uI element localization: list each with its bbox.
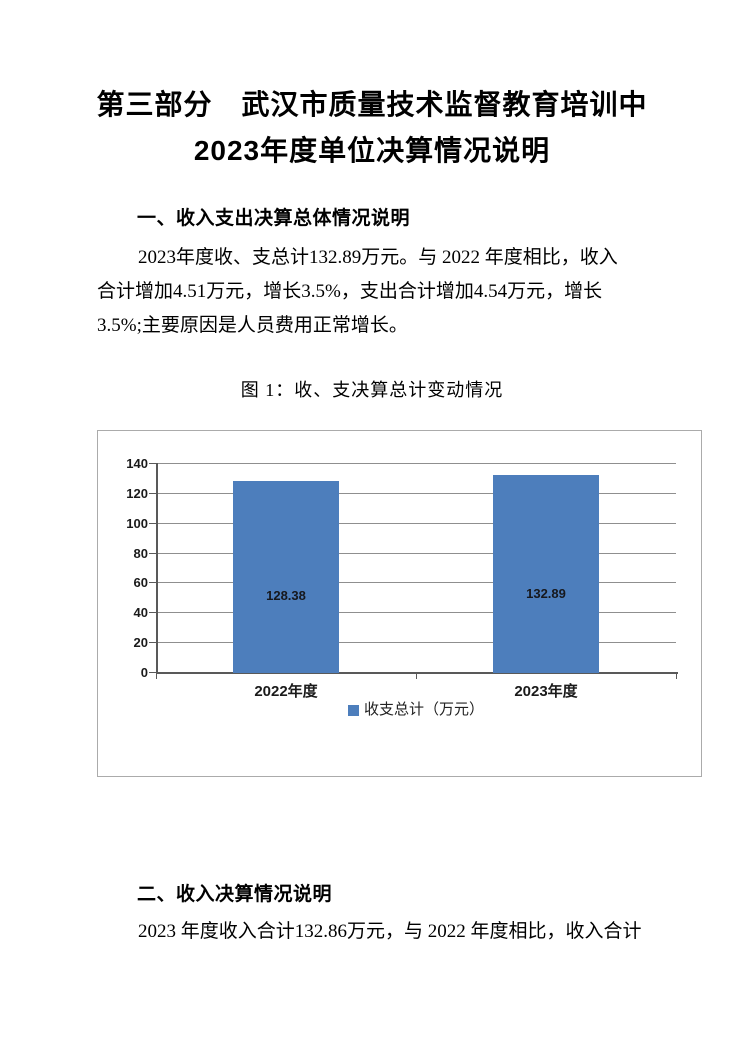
- gridline: [156, 522, 676, 524]
- gridline: [156, 492, 676, 494]
- document-title-line2: 2023年度单位决算情况说明: [193, 135, 551, 166]
- section2-heading: 二、收入决算情况说明: [137, 884, 333, 905]
- section2-paragraph: 2023 年度收入合计132.86万元，与 2022 年度相比，收入合计: [97, 915, 653, 949]
- document-title-line1: 第三部分 武汉市质量技术监督教育培训中: [96, 89, 648, 120]
- y-axis-label: 20: [133, 635, 148, 651]
- y-axis-label: 100: [126, 515, 148, 531]
- bar-value-label: 132.89: [526, 586, 566, 601]
- gridline: [156, 463, 676, 464]
- y-axis-tick: [149, 463, 156, 464]
- chart-legend: 收支总计（万元）: [156, 702, 676, 719]
- legend-color-swatch-icon: [347, 705, 359, 716]
- bar-value-label: 128.38: [266, 588, 306, 603]
- y-axis-label: 60: [133, 575, 148, 591]
- gridline: [156, 582, 676, 584]
- y-axis-label: 80: [133, 545, 148, 561]
- x-category-label: 2023年度: [514, 683, 578, 700]
- y-axis-tick: [149, 582, 156, 584]
- paragraph-line: 2023 年度收入合计132.86万元，与 2022 年度相比，收入合计: [138, 921, 642, 942]
- bar: [233, 481, 339, 673]
- figure-caption: 图 1：收、支决算总计变动情况: [240, 380, 504, 400]
- paragraph-line: 3.5%;主要原因是人员费用正常增长。: [97, 315, 408, 336]
- x-axis-tick: [676, 673, 677, 679]
- x-axis-tick: [156, 673, 157, 679]
- y-axis-tick: [149, 612, 156, 614]
- y-axis-tick: [149, 672, 156, 673]
- x-axis-line: [156, 672, 678, 674]
- paragraph-line: 2023年度收、支总计132.89万元。与 2022 年度相比，收入: [138, 247, 618, 268]
- bar: [493, 475, 599, 673]
- y-axis-line: [156, 463, 158, 673]
- y-axis-label: 140: [126, 456, 148, 471]
- gridline: [156, 612, 676, 614]
- gridline: [156, 642, 676, 644]
- section1-paragraph: 2023年度收、支总计132.89万元。与 2022 年度相比，收入 合计增加4…: [97, 241, 653, 343]
- x-category-label: 2022年度: [254, 683, 318, 700]
- bar-chart: 收支总计（万元） 0 20 40 60 80 100 120 140 128.38 2022年度 1…: [97, 430, 702, 777]
- paragraph-line: 合计增加4.51万元，增长3.5%，支出合计增加4.54万元，增长: [97, 281, 603, 302]
- y-axis-label: 0: [140, 665, 148, 680]
- y-axis-label: 40: [133, 605, 148, 621]
- legend-series-label: 收支总计（万元）: [363, 702, 484, 718]
- y-axis-tick: [149, 642, 156, 644]
- chart-canvas: 收支总计（万元） 0 20 40 60 80 100 120 140 128.38 2022年度 1…: [98, 431, 701, 776]
- x-axis-tick: [416, 673, 417, 679]
- gridline: [156, 552, 676, 554]
- y-axis-tick: [149, 552, 156, 554]
- y-axis-tick: [149, 522, 156, 524]
- y-axis-label: 120: [126, 485, 148, 501]
- y-axis-tick: [149, 492, 156, 494]
- section1-heading: 一、收入支出决算总体情况说明: [137, 208, 411, 229]
